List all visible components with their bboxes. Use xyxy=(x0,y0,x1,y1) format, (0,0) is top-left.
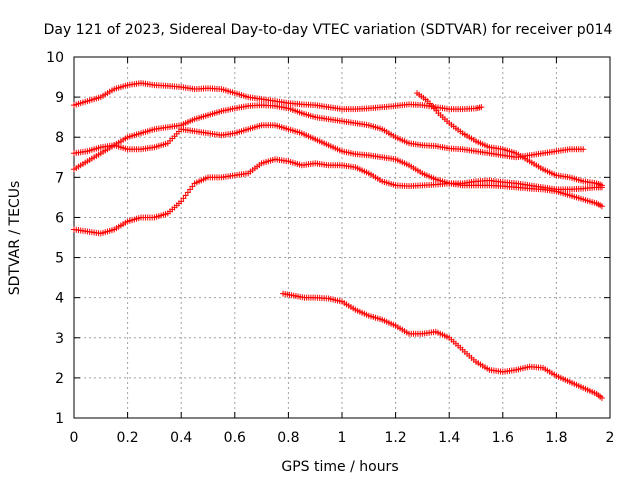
x-tick-label: 0.6 xyxy=(224,430,246,446)
y-tick-label: 2 xyxy=(55,371,64,387)
data-marks xyxy=(71,80,605,401)
grid xyxy=(74,57,610,418)
x-tick-label: 1.2 xyxy=(384,430,406,446)
y-tick-label: 3 xyxy=(55,331,64,347)
series-sat-e xyxy=(414,90,605,189)
y-tick-label: 8 xyxy=(55,130,64,146)
series-sat-d xyxy=(71,156,605,237)
data-point xyxy=(178,198,185,205)
data-point xyxy=(182,192,189,199)
x-tick-label: 0.2 xyxy=(116,430,138,446)
series-sat-a xyxy=(71,80,485,113)
y-tick-label: 6 xyxy=(55,210,64,226)
data-point xyxy=(598,182,605,189)
x-axis-label: GPS time / hours xyxy=(281,459,398,475)
x-tick-label: 0.4 xyxy=(170,430,192,446)
data-point xyxy=(187,186,194,193)
chart-title: Day 121 of 2023, Sidereal Day-to-day VTE… xyxy=(44,22,613,38)
data-point xyxy=(598,203,605,210)
x-tick-label: 0.8 xyxy=(277,430,299,446)
series-sat-f xyxy=(280,290,605,401)
data-point xyxy=(184,189,191,196)
data-point xyxy=(189,183,196,190)
y-tick-label: 1 xyxy=(55,411,64,427)
data-point xyxy=(580,146,587,153)
y-tick-label: 10 xyxy=(46,50,64,66)
y-tick-label: 4 xyxy=(55,291,64,307)
series-sat-c xyxy=(71,102,587,173)
x-tick-label: 1.6 xyxy=(492,430,514,446)
y-tick-label: 9 xyxy=(55,90,64,106)
x-tick-label: 1.4 xyxy=(438,430,460,446)
x-tick-label: 2 xyxy=(606,430,615,446)
data-point xyxy=(478,104,485,111)
x-tick-label: 1.8 xyxy=(545,430,567,446)
data-point xyxy=(598,394,605,401)
data-point xyxy=(180,195,187,202)
y-axis-label: SDTVAR / TECUs xyxy=(7,181,23,296)
axis-ticks: 0 0.2 0.4 0.6 0.8 1 1.2 1.4 1.6 1.8 2 1 2 3 4 5 6 7 8 9 10 xyxy=(46,50,614,446)
y-tick-label: 5 xyxy=(55,251,64,267)
series-sat-b xyxy=(71,122,605,210)
x-tick-label: 1 xyxy=(338,430,347,446)
x-tick-label: 0 xyxy=(70,430,79,446)
y-tick-label: 7 xyxy=(55,170,64,186)
